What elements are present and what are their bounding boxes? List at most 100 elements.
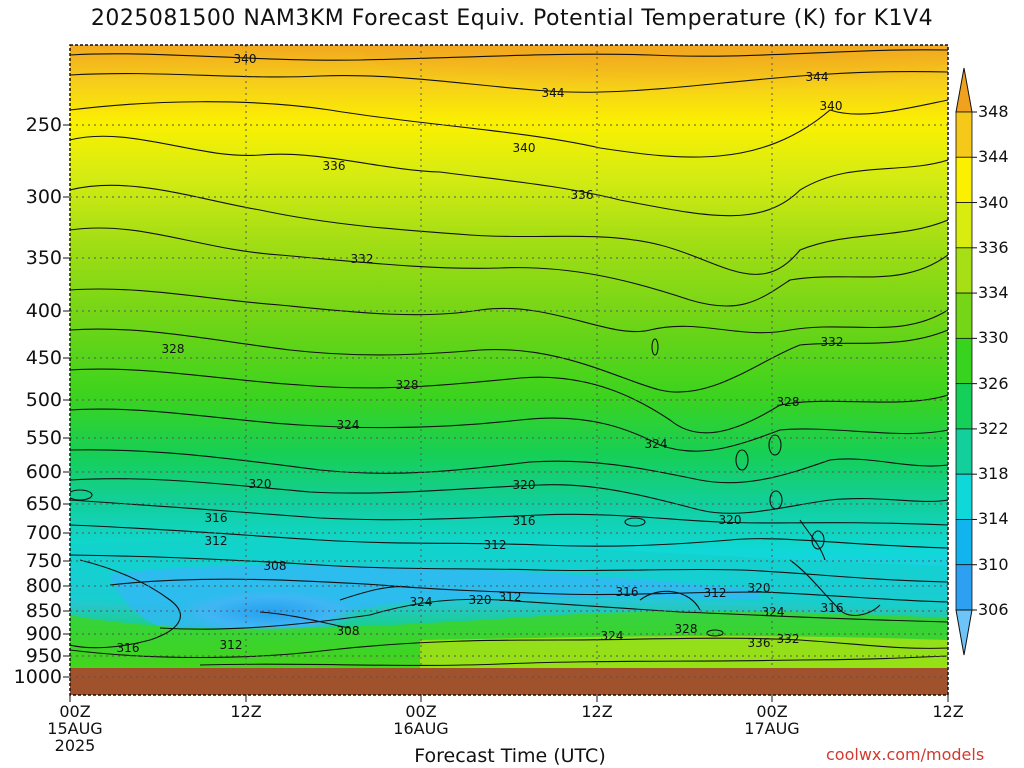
y-tick-label: 400 (25, 300, 62, 322)
contour-label: 328 (162, 342, 185, 356)
colorbar-label: 340 (978, 192, 1009, 212)
y-tick-label: 250 (25, 114, 62, 136)
contour-label: 324 (601, 629, 624, 643)
chart-title: 2025081500 NAM3KM Forecast Equiv. Potent… (90, 6, 934, 31)
colorbar-segment (955, 428, 973, 475)
y-tick-label: 300 (25, 186, 62, 208)
colorbar-segment (955, 247, 973, 294)
y-tick-label: 450 (25, 347, 62, 369)
contour-label: 316 (821, 601, 844, 615)
contour-label: 332 (821, 335, 844, 349)
contour-label: 328 (675, 622, 698, 636)
contour-label: 328 (777, 395, 800, 409)
y-tick-label: 900 (25, 623, 62, 645)
x-tick-date: 16AUG (393, 719, 449, 738)
contour-label: 312 (499, 590, 522, 604)
contour-label: 324 (337, 418, 360, 432)
x-tick-label: 00Z 17AUG (727, 703, 817, 737)
contour-label: 324 (410, 595, 433, 609)
x-tick-label: 12Z (581, 702, 613, 721)
contour-label: 340 (234, 52, 257, 66)
colorbar (955, 67, 977, 656)
plot-border (69, 44, 949, 696)
colorbar-label: 344 (978, 147, 1009, 167)
x-tick-year: 2025 (54, 736, 96, 755)
colorbar-label: 310 (978, 554, 1009, 574)
y-tick-label: 350 (25, 247, 62, 269)
contour-label: 336 (323, 159, 346, 173)
y-tick-label: 750 (25, 550, 62, 572)
colorbar-segment (955, 292, 973, 339)
colorbar-segment (955, 519, 973, 566)
contour-labels: 340 344 344 340 340 336 336 332 328 332 328 328 324 3… (117, 52, 844, 655)
colorbar-label: 330 (978, 328, 1009, 348)
x-tick-label: 12Z (230, 702, 262, 721)
colorbar-segment (955, 383, 973, 430)
x-axis-title: Forecast Time (UTC) (414, 745, 606, 767)
contour-label: 320 (748, 581, 771, 595)
y-tick-label: 650 (25, 493, 62, 515)
colorbar-label: 336 (978, 237, 1009, 257)
contour-lines (70, 49, 948, 666)
colorbar-label: 334 (978, 283, 1009, 303)
y-tick-label: 1000 (13, 666, 62, 688)
y-tick-label: 800 (25, 575, 62, 597)
contour-label: 332 (777, 632, 800, 646)
x-tick-label: 00Z 15AUG 2025 (30, 703, 120, 754)
contour-label: 320 (469, 593, 492, 607)
contour-label: 340 (513, 141, 536, 155)
contour-label: 324 (762, 605, 785, 619)
colorbar-label: 326 (978, 373, 1009, 393)
contour-label: 308 (264, 559, 287, 573)
colorbar-bottom-arrow (955, 609, 973, 656)
ground (70, 668, 948, 695)
contour-label: 320 (249, 477, 272, 491)
contour-label: 312 (220, 638, 243, 652)
colorbar-segment (955, 156, 973, 203)
y-tick-label: 500 (25, 389, 62, 411)
y-tick-label: 600 (25, 461, 62, 483)
colorbar-segment (955, 202, 973, 249)
colorbar-top-arrow (955, 67, 973, 113)
colorbar-segment (955, 564, 973, 611)
contour-label: 344 (542, 86, 565, 100)
y-tick-label: 700 (25, 522, 62, 544)
contour-label: 336 (748, 636, 771, 650)
contour-label: 308 (337, 624, 360, 638)
grid (70, 45, 948, 678)
colorbar-label: 348 (978, 102, 1009, 121)
deep-blue-core (180, 590, 360, 634)
x-tick-date: 17AUG (744, 719, 800, 738)
x-tick-label: 00Z 16AUG (376, 703, 466, 737)
colorbar-label: 306 (978, 600, 1009, 619)
colorbar-label: 318 (978, 464, 1009, 484)
colorbar-label: 322 (978, 418, 1009, 438)
colorbar-label: 314 (978, 509, 1009, 529)
contour-label: 320 (513, 478, 536, 492)
contour-label: 312 (704, 586, 727, 600)
y-tick-label: 950 (25, 645, 62, 667)
contour-label: 328 (396, 378, 419, 392)
contour-label: 316 (616, 585, 639, 599)
contour-label: 336 (571, 188, 594, 202)
contour-label: 344 (806, 70, 829, 84)
contour-label: 340 (820, 99, 843, 113)
warm-cap (360, 45, 948, 105)
contour-label: 312 (484, 538, 507, 552)
colorbar-segment (955, 473, 973, 520)
contour-label: 324 (645, 437, 668, 451)
contour-label: 312 (205, 534, 228, 548)
x-tick-label: 12Z (932, 702, 964, 721)
contour-label: 332 (351, 252, 374, 266)
source-credit[interactable]: coolwx.com/models (826, 745, 985, 764)
y-tick-label: 550 (25, 427, 62, 449)
colorbar-segment (955, 337, 973, 385)
contour-label: 316 (205, 511, 228, 525)
contour-label: 316 (513, 514, 536, 528)
contour-label: 320 (719, 513, 742, 527)
colorbar-segment (955, 111, 973, 158)
y-tick-label: 850 (25, 600, 62, 622)
x-tick-date: 15AUG (47, 719, 103, 738)
contour-label: 316 (117, 641, 140, 655)
